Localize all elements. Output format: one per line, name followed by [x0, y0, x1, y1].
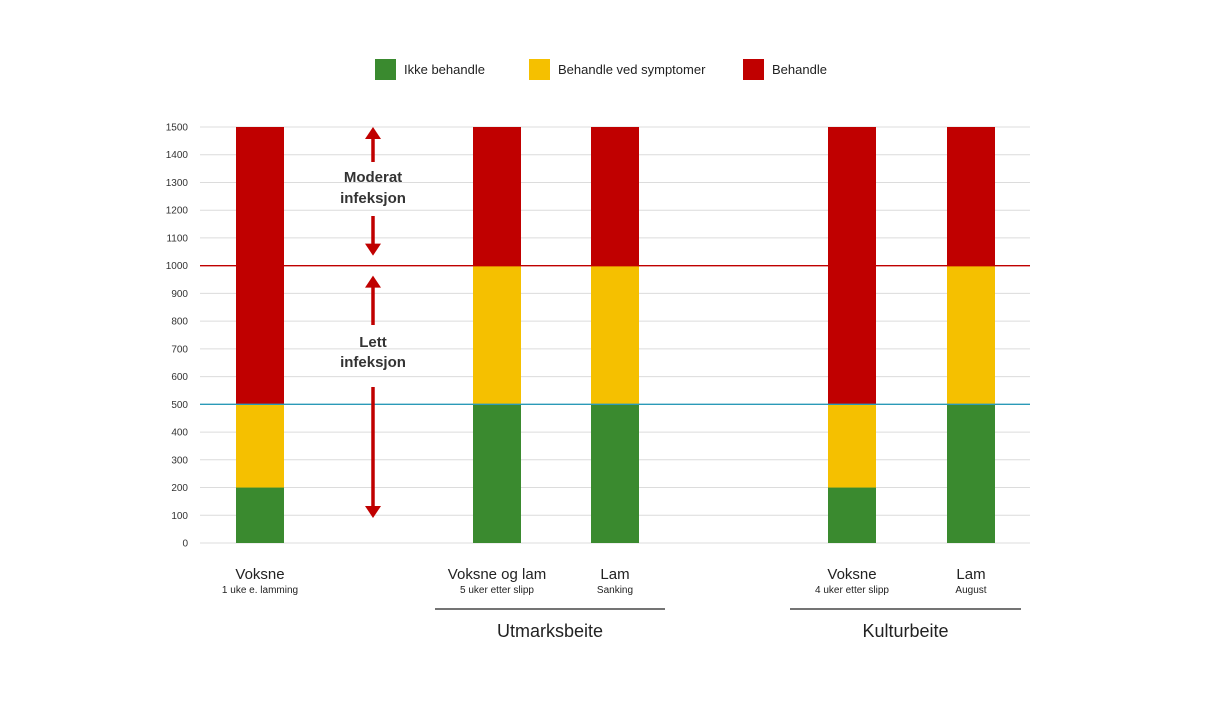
bar-segment [236, 487, 284, 543]
group-label: Kulturbeite [862, 621, 948, 641]
y-tick-label: 500 [171, 400, 188, 411]
arrow-down-head [365, 506, 381, 518]
infection-zone-label: Lett [359, 334, 387, 351]
legend-item-behandle-ved-symptomer: Behandle ved symptomer [529, 57, 705, 81]
y-tick-label: 700 [171, 344, 188, 355]
y-tick-label: 0 [182, 539, 188, 550]
y-tick-label: 100 [171, 511, 188, 522]
legend-swatch [529, 58, 550, 80]
x-category-sublabel: 4 uker etter slipp [815, 585, 889, 596]
y-tick-label: 600 [171, 372, 188, 383]
legend-swatch [743, 58, 764, 80]
bar-segment [473, 404, 521, 543]
legend-label: Ikke behandle [404, 61, 485, 77]
y-tick-label: 200 [171, 483, 188, 494]
x-category-label: Voksne [235, 566, 284, 583]
arrow-up-head [365, 127, 381, 139]
bar-segment [828, 487, 876, 543]
y-tick-label: 1300 [166, 178, 189, 189]
arrow-up-head [365, 275, 381, 288]
y-tick-label: 400 [171, 428, 188, 439]
y-tick-label: 900 [171, 289, 188, 300]
x-category-sublabel: 5 uker etter slipp [460, 585, 534, 596]
legend-label: Behandle [772, 61, 827, 77]
bar-segment [236, 404, 284, 488]
bar-segment [828, 404, 876, 488]
infection-zone-label: Moderat [344, 169, 402, 186]
legend-item-behandle: Behandle [743, 57, 827, 81]
x-category-sublabel: 1 uke e. lamming [222, 585, 298, 596]
bar-segment [473, 127, 521, 266]
bar-segment [591, 127, 639, 266]
y-tick-label: 1400 [166, 150, 189, 161]
y-tick-label: 1500 [166, 123, 189, 134]
y-tick-label: 1200 [166, 206, 189, 217]
bar-segment [947, 127, 995, 266]
legend-swatch [375, 58, 396, 80]
legend-label: Behandle ved symptomer [558, 61, 706, 77]
y-tick-label: 1000 [166, 261, 189, 272]
infection-zone-label: infeksjon [340, 354, 406, 371]
x-category-label: Lam [600, 566, 629, 583]
x-category-label: Lam [956, 566, 985, 583]
y-tick-label: 800 [171, 317, 188, 328]
bar-segment [947, 404, 995, 543]
y-tick-label: 1100 [166, 233, 188, 244]
infection-zone-label: infeksjon [340, 190, 406, 207]
bar-segment [947, 265, 995, 405]
bar-segment [473, 265, 521, 405]
x-category-label: Voksne [827, 566, 876, 583]
bar-segment [591, 265, 639, 405]
arrow-down-head [365, 243, 381, 256]
y-tick-label: 300 [171, 455, 188, 466]
legend-item-ikke-behandle: Ikke behandle [375, 57, 485, 81]
bar-segment [591, 404, 639, 543]
x-category-label: Voksne og lam [448, 566, 546, 583]
group-label: Utmarksbeite [497, 621, 603, 641]
x-category-sublabel: August [955, 585, 986, 596]
x-category-sublabel: Sanking [597, 585, 633, 596]
